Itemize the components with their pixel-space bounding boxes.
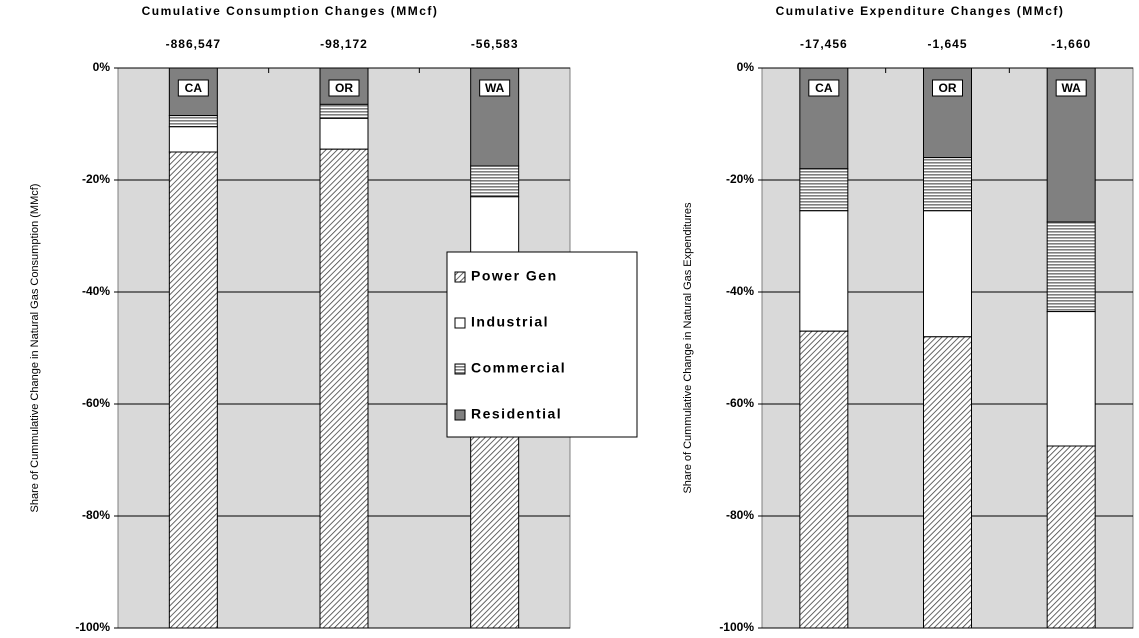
category-label-box	[1055, 79, 1087, 97]
y-axis-title: Share of Cummulative Change in Natural G…	[682, 202, 694, 494]
category-label-box	[479, 79, 511, 97]
y-tick-label: 0%	[737, 60, 755, 74]
bar-segment	[470, 67, 520, 167]
y-tick-label: 0%	[93, 60, 111, 74]
bar-segment	[319, 103, 369, 119]
total-label: -1,645	[927, 37, 967, 51]
legend-label: Industrial	[471, 314, 549, 330]
bar-segment	[799, 210, 849, 332]
y-tick-label: -40%	[82, 284, 110, 298]
legend-swatch	[454, 409, 466, 421]
bar-segment	[168, 151, 218, 629]
total-label: -17,456	[800, 37, 848, 51]
bar-segment	[168, 115, 218, 128]
legend-label: Residential	[471, 406, 562, 422]
bar-segment	[923, 157, 972, 212]
chart-title: Cumulative Consumption Changes (MMcf)	[142, 4, 439, 18]
y-tick-label: -60%	[726, 396, 754, 410]
total-label: -886,547	[166, 37, 221, 51]
total-label: -56,583	[471, 37, 519, 51]
category-label: OR	[335, 81, 353, 95]
y-axis-title: Share of Cummulative Change in Natural G…	[29, 184, 41, 513]
category-label: CA	[815, 81, 833, 95]
bar-segment	[1046, 221, 1096, 313]
y-tick-label: -100%	[75, 620, 110, 634]
bar-segment	[923, 336, 972, 629]
category-label: WA	[1061, 81, 1081, 95]
y-tick-label: -100%	[719, 620, 754, 634]
legend-label: Power Gen	[471, 268, 558, 284]
legend-swatch	[454, 317, 466, 329]
category-label: OR	[939, 81, 957, 95]
legend-label: Commercial	[471, 360, 566, 376]
bar-segment	[1046, 311, 1096, 447]
bar-segment	[319, 117, 369, 150]
legend-box	[446, 251, 638, 438]
y-tick-label: -60%	[82, 396, 110, 410]
bar-segment	[923, 210, 972, 338]
category-label-box	[932, 79, 963, 97]
y-tick-label: -80%	[726, 508, 754, 522]
y-tick-label: -40%	[726, 284, 754, 298]
category-label-box	[808, 79, 840, 97]
category-label: WA	[485, 81, 505, 95]
legend-swatch	[454, 271, 466, 283]
bar-segment	[168, 126, 218, 153]
total-label: -98,172	[320, 37, 368, 51]
y-tick-label: -20%	[82, 172, 110, 186]
bar-segment	[1046, 445, 1096, 629]
bar-segment	[799, 168, 849, 212]
bar-segment	[799, 330, 849, 629]
legend-swatch	[454, 363, 466, 375]
bar-segment	[319, 148, 369, 629]
category-label-box	[177, 79, 209, 97]
bar-segment	[470, 165, 520, 198]
y-tick-label: -80%	[82, 508, 110, 522]
y-tick-label: -20%	[726, 172, 754, 186]
total-label: -1,660	[1051, 37, 1091, 51]
chart-title: Cumulative Expenditure Changes (MMcf)	[776, 4, 1065, 18]
category-label: CA	[185, 81, 203, 95]
category-label-box	[328, 79, 360, 97]
